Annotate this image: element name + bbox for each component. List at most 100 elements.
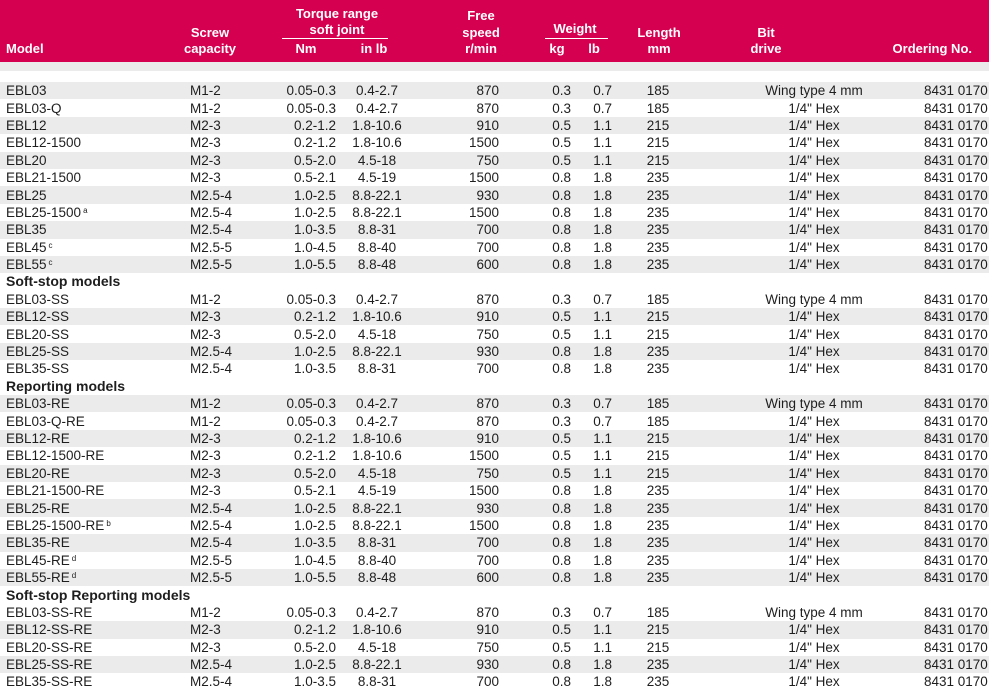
free-speed-cell-text: 700: [476, 239, 499, 255]
length-cell: 185: [612, 395, 704, 413]
weight-kg-cell: 0.8: [499, 204, 571, 221]
torque-inlb-cell-text: 8.8-31: [357, 361, 397, 377]
torque-nm-cell-text: 1.0-4.5: [293, 552, 336, 568]
model-cell: EBL20-SS-RE: [0, 639, 190, 656]
torque-nm-cell-text: 0.5-2.0: [293, 465, 336, 481]
weight-lb-cell: 1.1: [571, 116, 612, 135]
model-cell: EBL03-Q: [0, 99, 190, 116]
torque-nm-cell-text: 1.0-2.5: [293, 204, 336, 220]
ordering-no-cell-text: 8431 0170 20: [924, 326, 989, 342]
model-cell: EBL35: [0, 221, 190, 239]
weight-lb-cell: 1.1: [571, 639, 612, 656]
torque-nm-cell: 0.5-2.1: [272, 169, 336, 186]
table-row: EBL45 c M2.5-5 1.0-4.5 8.8-40 700 0.8 1.8 235 1/4…: [0, 239, 989, 256]
screw-capacity-cell: M2.5-5: [190, 239, 272, 256]
free-speed-cell-text: 600: [476, 570, 499, 586]
weight-kg-cell: 0.3: [499, 82, 571, 100]
free-speed-cell-text: 910: [476, 622, 499, 638]
length-cell-text: 235: [646, 239, 670, 255]
free-speed-cell-text: 930: [476, 187, 499, 203]
table-row: EBL35-SS-RE M2.5-4 1.0-3.5 8.8-31 700 0.8 1.8 2…: [0, 673, 989, 690]
torque-inlb-cell: 1.8-10.6: [336, 447, 418, 464]
weight-lb-cell-text: 0.7: [593, 83, 612, 99]
screw-capacity-cell: M1-2: [190, 412, 272, 429]
weight-lb-cell: 1.8: [571, 186, 612, 204]
screw-capacity-cell: M1-2: [190, 395, 272, 413]
ordering-no-cell: 8431 0170 26: [924, 499, 989, 517]
footnote-marker: c: [48, 258, 53, 268]
weight-kg-cell-text: 0.8: [552, 570, 571, 586]
weight-lb-cell-text: 1.1: [593, 465, 612, 481]
weight-kg-cell: 0.3: [499, 291, 571, 308]
bit-drive-cell-text: 1/4" Hex: [788, 413, 840, 429]
bit-drive-cell-text: 1/4" Hex: [788, 361, 840, 377]
free-speed-cell: 600: [418, 568, 499, 587]
bit-drive-cell: 1/4" Hex: [704, 255, 924, 274]
torque-inlb-cell: 4.5-18: [336, 151, 418, 169]
torque-inlb-cell-text: 8.8-22.1: [352, 187, 402, 203]
ordering-no-cell-text: 8431 0170 44: [924, 257, 989, 273]
bit-drive-cell-text: 1/4" Hex: [788, 117, 840, 133]
bit-drive-cell-text: 1/4" Hex: [788, 326, 840, 342]
weight-kg-cell: 0.8: [499, 673, 571, 690]
free-speed-cell-text: 700: [476, 674, 499, 690]
free-speed-cell: 930: [418, 655, 499, 674]
ordering-no-cell: 8431 0170 20: [924, 325, 989, 342]
weight-lb-cell-text: 1.8: [593, 187, 612, 203]
table-body: EBL03 M1-2 0.05-0.3 0.4-2.7 870 0.3 0.7 185 Wing…: [0, 82, 989, 691]
weight-kg-cell: 0.3: [499, 99, 571, 116]
bit-drive-cell-text: 1/4" Hex: [788, 135, 840, 151]
weight-kg-cell-text: 0.5: [552, 639, 571, 655]
length-cell-text: 235: [646, 500, 670, 516]
weight-kg-cell: 0.8: [499, 568, 571, 587]
ordering-no-cell-text: 8431 0170 43: [924, 170, 989, 186]
torque-inlb-cell-text: 4.5-18: [357, 639, 397, 655]
bit-drive-cell-text: 1/4" Hex: [788, 222, 840, 238]
footnote-marker: c: [48, 240, 53, 250]
weight-kg-cell: 0.5: [499, 151, 571, 169]
bit-drive-cell-text: 1/4" Hex: [788, 448, 840, 464]
ordering-no-cell-text: 8431 0170 13: [924, 431, 989, 446]
screw-capacity-cell-text: M2.5-4: [190, 222, 233, 238]
torque-nm-cell: 1.0-3.5: [272, 534, 336, 552]
bit-drive-cell: 1/4" Hex: [704, 186, 924, 204]
screw-capacity-cell-text: M2-3: [190, 135, 221, 151]
model-cell: EBL20-RE: [0, 464, 190, 482]
torque-nm-cell: 0.05-0.3: [272, 604, 336, 621]
length-cell-text: 185: [646, 83, 670, 99]
torque-nm-cell-text: 0.5-2.0: [293, 639, 336, 655]
torque-inlb-cell: 1.8-10.6: [336, 116, 418, 135]
free-speed-cell: 910: [418, 621, 499, 639]
torque-nm-cell-text: 0.05-0.3: [286, 413, 336, 429]
screw-capacity-cell: M2.5-4: [190, 517, 272, 534]
free-speed-cell: 700: [418, 239, 499, 256]
screw-capacity-cell: M2.5-4: [190, 673, 272, 690]
free-speed-cell: 700: [418, 534, 499, 552]
free-speed-cell-text: 750: [476, 465, 499, 481]
screw-capacity-cell: M2-3: [190, 169, 272, 186]
model-cell: EBL25: [0, 186, 190, 204]
free-speed-cell-text: 870: [476, 291, 499, 307]
bit-drive-cell-text: 1/4" Hex: [788, 465, 840, 481]
free-speed-cell: 910: [418, 429, 499, 448]
bit-drive-cell: 1/4" Hex: [704, 534, 924, 552]
free-speed-cell: 930: [418, 499, 499, 517]
torque-nm-cell: 1.0-3.5: [272, 673, 336, 690]
weight-lb-cell-text: 1.8: [593, 500, 612, 516]
weight-kg-cell-text: 0.5: [552, 326, 571, 342]
torque-nm-cell: 0.2-1.2: [272, 447, 336, 464]
length-cell-text: 215: [646, 448, 670, 464]
ordering-no-cell-text: 8431 0170 39: [924, 674, 989, 690]
torque-nm-cell: 0.5-2.0: [272, 464, 336, 482]
ordering-no-cell: 8431 0170 02: [924, 82, 989, 100]
torque-nm-cell-text: 0.2-1.2: [293, 622, 336, 638]
model-cell: EBL35-SS: [0, 360, 190, 377]
bit-drive-cell: 1/4" Hex: [704, 221, 924, 239]
torque-inlb-cell: 8.8-22.1: [336, 186, 418, 204]
model-cell: EBL25-RE: [0, 499, 190, 517]
torque-inlb-cell-text: 4.5-18: [357, 465, 397, 481]
section-heading-row: Soft-stop Reporting models: [0, 586, 989, 604]
model-cell: EBL03-SS: [0, 291, 190, 308]
weight-lb-cell-text: 0.7: [593, 100, 612, 116]
screw-capacity-cell: M2.5-5: [190, 552, 272, 569]
